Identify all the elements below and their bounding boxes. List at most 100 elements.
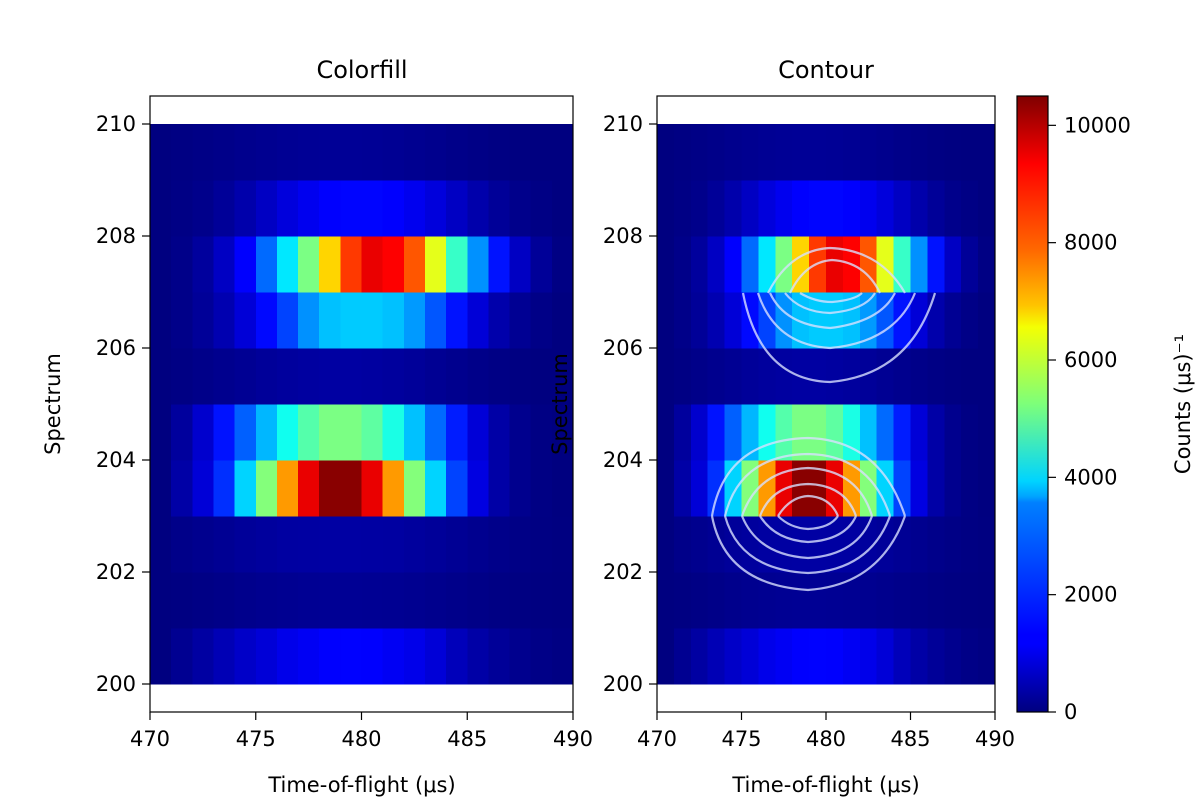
colorfill-cell [319,460,341,517]
colorfill-cell [276,628,299,685]
colorfill-cell [192,460,215,517]
contour-cell [876,292,895,349]
contour-cell [724,516,743,573]
colorfill-cell [171,460,193,517]
contour-cell [961,404,979,461]
colorfill-cell [467,516,489,573]
colorfill-cell [361,572,384,629]
colorfill-cell [403,124,426,181]
contour-cell [657,180,675,237]
contour-cell [876,236,895,293]
contour-cell [809,516,827,573]
colorfill-title: Colorfill [316,56,407,84]
colorfill-cell [467,124,489,181]
colorfill-cell [467,236,489,293]
colorfill-cell [150,516,172,573]
contour-title: Contour [778,56,874,84]
colorfill-cell [424,180,447,237]
contour-line-lower-5 [777,494,840,517]
colorfill-cell [298,124,320,181]
contour-cell [741,124,759,181]
colorfill-ytick-label: 208 [96,224,136,248]
colorfill-cell [171,572,193,629]
colorfill-xtick-label: 485 [447,727,487,751]
contour-line-upper-4 [784,292,876,315]
colorfill-cell [424,292,447,349]
colorfill-cell [340,348,363,405]
colorfill-cell [382,572,405,629]
contour-cell [826,180,844,237]
contour-ytick-label: 200 [603,672,643,696]
colorfill-cell [551,236,574,293]
colorfill-cell [403,572,426,629]
contour-cell [826,516,844,573]
contour-cell [673,348,692,405]
colorfill-cell [192,516,215,573]
colorfill-cell [276,180,299,237]
colorfill-cell [340,460,363,517]
contour-cell [826,404,844,461]
contour-cell [978,236,996,293]
colorfill-cell [446,460,468,517]
contour-cell [741,628,759,685]
colorfill-cell [424,124,447,181]
contour-cell [758,460,776,517]
contour-xtick-label: 475 [721,727,761,751]
contour-line-upper-6 [767,246,906,294]
contour-cell [893,460,912,517]
colorfill-cell [319,292,341,349]
colorfill-cell [530,628,553,685]
colorfill-cell [319,516,341,573]
colorfill-cell [382,628,405,685]
colorbar-ticks: 0 2000 4000 6000 8000 10000 [1048,113,1131,724]
contour-cell [741,404,759,461]
contour-line-lower-1 [710,436,907,517]
colorfill-ytick-label: 202 [96,560,136,584]
colorfill-cell [530,348,553,405]
contour-cell [927,124,945,181]
colorfill-cell [551,404,574,461]
colorbar-label: Counts (μs)⁻¹ [1171,334,1195,474]
colorfill-cell [424,348,447,405]
colorfill-cell [551,124,574,181]
contour-cell [673,180,692,237]
colorfill-cell [509,460,532,517]
contour-line-lower-9 [759,515,857,544]
colorbar-tick-label: 6000 [1064,348,1117,372]
colorfill-cell [234,404,257,461]
colorfill-cell [551,516,574,573]
colorfill-cell [446,516,468,573]
contour-cell [927,460,945,517]
contour-cell [707,180,726,237]
contour-cell [690,404,709,461]
colorfill-cell [234,628,257,685]
contour-cell [826,124,844,181]
colorfill-cell [171,516,193,573]
contour-cell [944,292,962,349]
contour-ticks: 470 475 480 485 490 200 202 204 206 208 210 [603,112,1015,751]
contour-cell [690,348,709,405]
colorfill-cell [361,124,384,181]
colorfill-cell [340,628,363,685]
contour-cell [657,628,675,685]
colorbar-tick-label: 0 [1064,700,1077,724]
colorfill-cell [171,236,193,293]
colorfill-cell [361,516,384,573]
colorfill-panel: Colorfill 470 475 480 485 490 200 202 204 206 208… [41,56,593,797]
colorfill-cell [150,404,172,461]
colorfill-cell [446,124,468,181]
contour-cell [809,292,827,349]
contour-cell [961,180,979,237]
contour-cell [927,236,945,293]
contour-cell [910,292,928,349]
colorfill-cell [530,292,553,349]
contour-cell [978,404,996,461]
colorfill-cell [446,628,468,685]
contour-cell [944,460,962,517]
colorfill-cell [382,460,405,517]
contour-cell [961,292,979,349]
contour-cell [826,236,844,293]
contour-cell [893,292,912,349]
contour-cell [673,404,692,461]
